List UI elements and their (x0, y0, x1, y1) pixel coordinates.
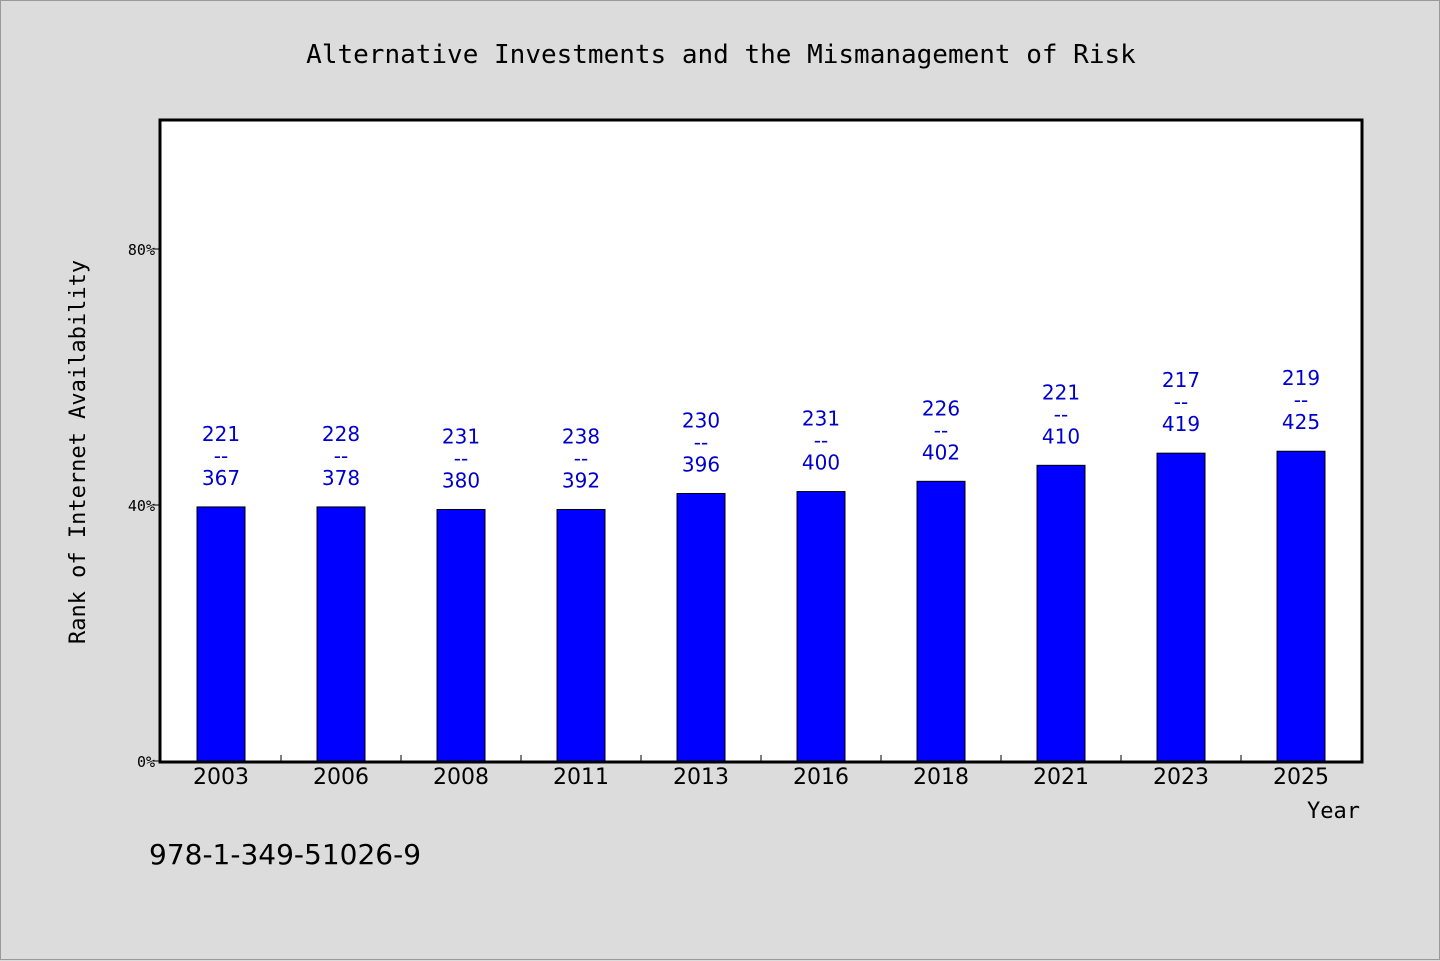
data-label-2016-bottom: 400 (802, 451, 840, 475)
bar-2023 (1156, 452, 1206, 762)
data-labels-group: 221--367228--378231--380238--392230--396… (202, 366, 1320, 492)
bar-2018 (916, 480, 966, 762)
data-label-2003-sep: -- (214, 444, 228, 468)
data-label-2018-top: 226 (922, 396, 960, 420)
x-tick-label-2021: 2021 (1033, 765, 1089, 790)
data-label-2021-top: 221 (1042, 380, 1080, 404)
data-label-2008-bottom: 380 (442, 468, 480, 492)
bar-2003 (196, 506, 246, 762)
data-label-2021-bottom: 410 (1042, 424, 1080, 448)
bar-2011 (556, 508, 606, 762)
x-tick-label-2018: 2018 (913, 765, 969, 790)
data-label-2011-top: 238 (562, 424, 600, 448)
y-tick-label-0: 0% (137, 753, 155, 771)
x-tick-label-2016: 2016 (793, 765, 849, 790)
bar-2008 (436, 508, 486, 762)
data-label-2008-sep: -- (454, 446, 468, 470)
data-label-2025-sep: -- (1294, 388, 1308, 412)
x-tick-label-2008: 2008 (433, 765, 489, 790)
data-label-2023-bottom: 419 (1162, 412, 1200, 436)
data-label-2006-sep: -- (334, 444, 348, 468)
bar-2006 (316, 506, 366, 762)
bars-group (196, 450, 1326, 762)
data-label-2023-top: 217 (1162, 368, 1200, 392)
data-label-2013-sep: -- (694, 430, 708, 454)
data-label-2011-sep: -- (574, 446, 588, 470)
data-label-2018-bottom: 402 (922, 440, 960, 464)
x-tick-label-2003: 2003 (193, 765, 249, 790)
isbn-text: 978-1-349-51026-9 (149, 838, 421, 871)
y-tick-label-80: 80% (128, 241, 155, 259)
x-tick-label-2025: 2025 (1273, 765, 1329, 790)
data-label-2025-bottom: 425 (1282, 410, 1320, 434)
x-axis-label: Year (1307, 799, 1360, 824)
bar-2025 (1276, 450, 1326, 762)
data-label-2016-sep: -- (814, 429, 828, 453)
data-label-2003-bottom: 367 (202, 466, 240, 490)
y-axis-label: Rank of Internet Availability (66, 260, 91, 644)
data-label-2025-top: 219 (1282, 366, 1320, 390)
x-tick-label-2011: 2011 (553, 765, 609, 790)
data-label-2023-sep: -- (1174, 390, 1188, 414)
data-label-2006-bottom: 378 (322, 466, 360, 490)
data-label-2018-sep: -- (934, 418, 948, 442)
x-tick-label-2013: 2013 (673, 765, 729, 790)
data-label-2016-top: 231 (802, 407, 840, 431)
x-tick-label-2023: 2023 (1153, 765, 1209, 790)
chart-title: Alternative Investments and the Mismanag… (306, 40, 1136, 70)
bar-2013 (676, 492, 726, 762)
y-tick-label-40: 40% (128, 497, 155, 515)
y-ticks-group: 0% 40% 80% (128, 241, 161, 771)
data-label-2011-bottom: 392 (562, 468, 600, 492)
x-tick-label-2006: 2006 (313, 765, 369, 790)
data-label-2013-top: 230 (682, 408, 720, 432)
data-label-2008-top: 231 (442, 424, 480, 448)
bar-2016 (796, 491, 846, 762)
data-label-2013-bottom: 396 (682, 452, 720, 476)
x-ticks-group: 2003 2006 2008 2011 2013 2016 2018 2021 2023 2025 (193, 755, 1329, 790)
data-label-2021-sep: -- (1054, 402, 1068, 426)
data-label-2003-top: 221 (202, 422, 240, 446)
data-label-2006-top: 228 (322, 422, 360, 446)
bar-2021 (1036, 464, 1086, 762)
